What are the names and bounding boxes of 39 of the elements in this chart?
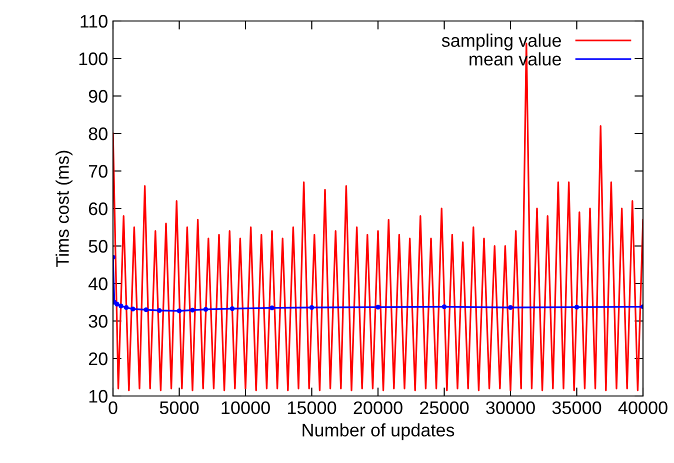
y-tick-label: 110 bbox=[80, 14, 108, 28]
x-tick-label: 40000 bbox=[618, 401, 668, 414]
y-tick-label: 30 bbox=[88, 314, 108, 328]
y-tick-label: 20 bbox=[88, 352, 108, 366]
x-axis-title: Number of updates bbox=[302, 423, 454, 440]
y-tick-label: 100 bbox=[79, 52, 108, 66]
point bbox=[376, 304, 380, 310]
y-tick-label: 60 bbox=[88, 202, 108, 216]
point bbox=[442, 304, 447, 310]
point bbox=[270, 305, 274, 310]
point bbox=[114, 302, 120, 307]
y-axis-title: Tims cost (ms) bbox=[56, 150, 72, 267]
point bbox=[124, 305, 129, 310]
x-tick-label: 0 bbox=[108, 401, 118, 414]
point bbox=[309, 305, 314, 310]
point bbox=[144, 307, 149, 312]
point bbox=[203, 306, 208, 312]
x-tick-label: 10000 bbox=[222, 401, 270, 414]
point bbox=[190, 308, 195, 313]
point bbox=[118, 304, 124, 308]
y-tick-label: 80 bbox=[88, 127, 108, 140]
x-tick-label: 35000 bbox=[552, 401, 602, 414]
point bbox=[574, 304, 580, 310]
y-tick-label: 40 bbox=[88, 277, 108, 290]
x-tick-label: 20000 bbox=[354, 401, 402, 414]
point bbox=[230, 306, 235, 312]
point bbox=[130, 306, 136, 312]
legend-label: sampling value bbox=[442, 34, 561, 50]
x-tick-label: 15000 bbox=[288, 401, 336, 414]
y-tick-label: 70 bbox=[88, 164, 108, 178]
y-tick-label: 90 bbox=[88, 90, 108, 103]
y-tick-label: 50 bbox=[88, 240, 108, 253]
x-tick-label: 25000 bbox=[420, 401, 469, 414]
point bbox=[508, 305, 513, 310]
x-tick-label: 5000 bbox=[160, 401, 199, 414]
point bbox=[176, 308, 182, 314]
point bbox=[156, 308, 162, 313]
x-tick-label: 30000 bbox=[486, 401, 535, 414]
y-tick-label: 10 bbox=[89, 390, 108, 403]
